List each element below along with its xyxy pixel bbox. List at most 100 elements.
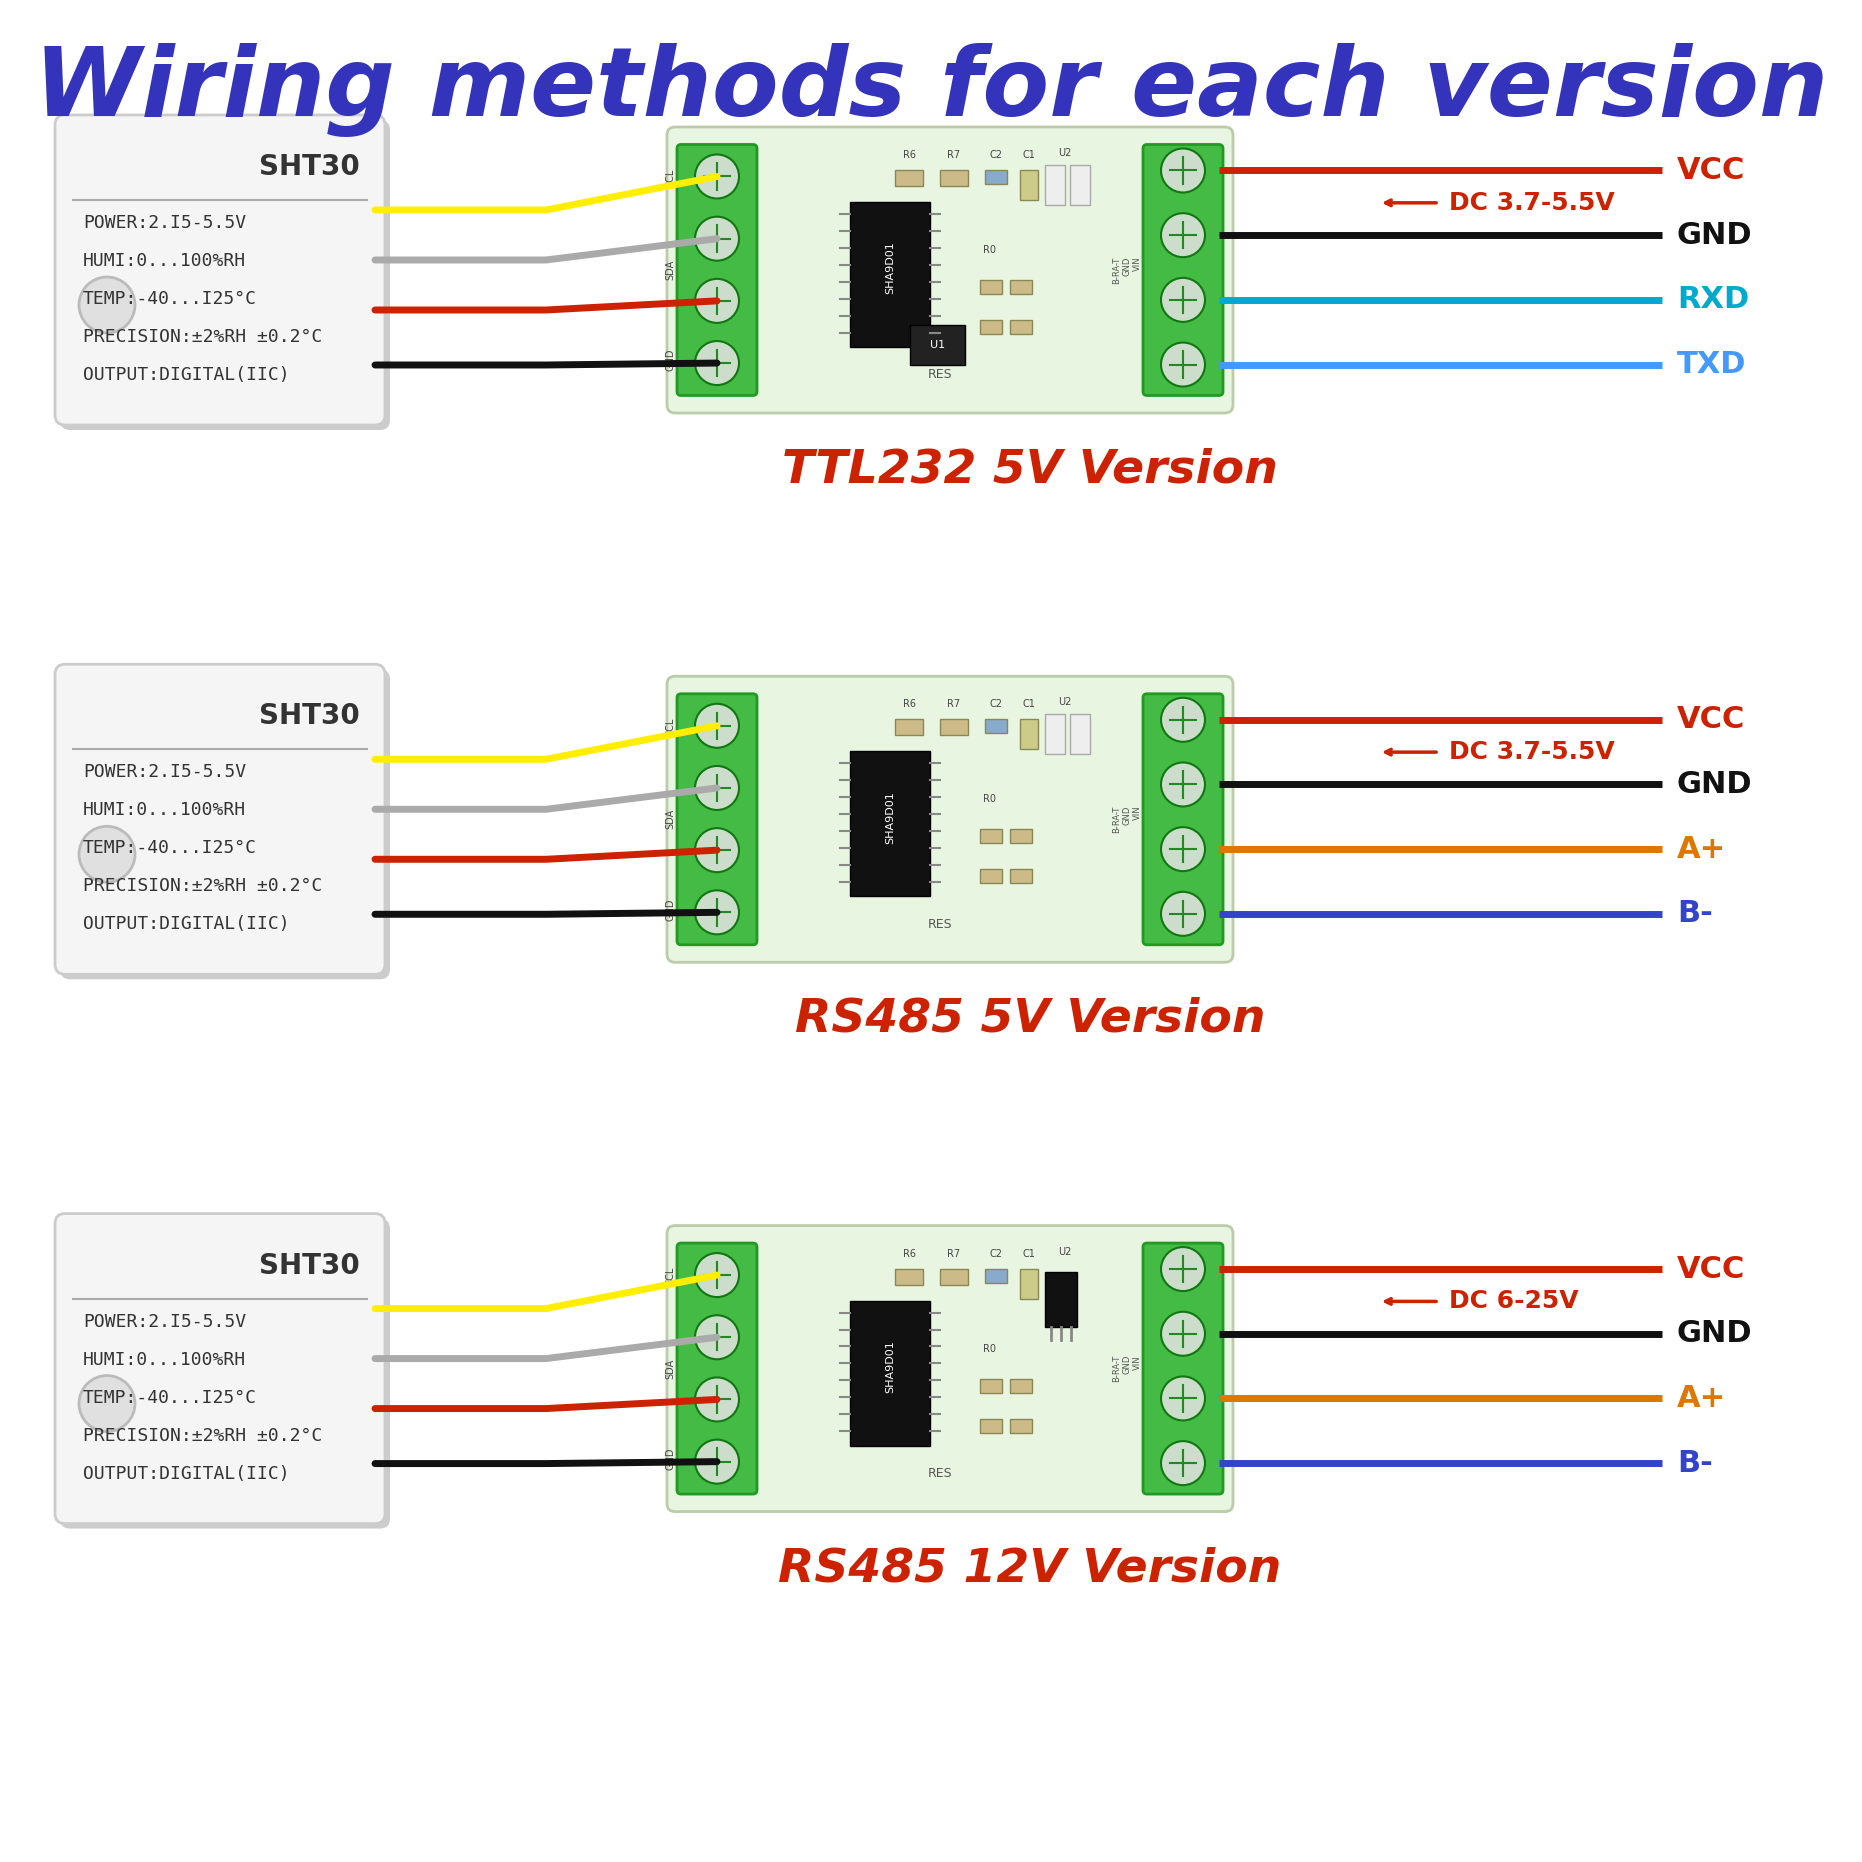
Circle shape <box>1162 149 1205 192</box>
Text: VCC: VCC <box>1678 706 1745 734</box>
Text: R0: R0 <box>983 246 996 255</box>
Circle shape <box>1162 827 1205 871</box>
Text: SHT30: SHT30 <box>259 1251 359 1279</box>
Circle shape <box>1162 1441 1205 1486</box>
Text: RS485 12V Version: RS485 12V Version <box>778 1545 1281 1590</box>
Text: TEMP:-40...I25°C: TEMP:-40...I25°C <box>84 840 257 857</box>
Bar <box>1009 279 1032 294</box>
Text: C1: C1 <box>1022 151 1035 160</box>
Text: PRECISION:±2%RH ±0.2°C: PRECISION:±2%RH ±0.2°C <box>84 877 322 896</box>
Text: R6: R6 <box>903 151 916 160</box>
Circle shape <box>695 765 739 810</box>
Text: GND: GND <box>1678 1320 1752 1348</box>
Circle shape <box>695 1378 739 1421</box>
FancyBboxPatch shape <box>678 1244 758 1493</box>
Circle shape <box>1162 1376 1205 1421</box>
Bar <box>985 1268 1007 1283</box>
Circle shape <box>1162 698 1205 741</box>
Text: HUMI:0...100%RH: HUMI:0...100%RH <box>84 1350 246 1369</box>
Text: OUTPUT:DIGITAL(IIC): OUTPUT:DIGITAL(IIC) <box>84 916 290 933</box>
Circle shape <box>78 277 136 333</box>
Text: POWER:2.I5-5.5V: POWER:2.I5-5.5V <box>84 1313 246 1331</box>
FancyBboxPatch shape <box>1143 145 1223 395</box>
Text: C1: C1 <box>1022 700 1035 709</box>
FancyBboxPatch shape <box>667 127 1233 413</box>
Text: DC 3.7-5.5V: DC 3.7-5.5V <box>1449 739 1614 763</box>
Bar <box>1009 829 1032 843</box>
Text: GND: GND <box>665 1447 676 1471</box>
Circle shape <box>1162 277 1205 322</box>
Bar <box>979 870 1002 883</box>
Text: RES: RES <box>927 1467 951 1480</box>
Text: C2: C2 <box>989 151 1002 160</box>
Circle shape <box>695 1439 739 1484</box>
Text: R0: R0 <box>983 795 996 804</box>
FancyBboxPatch shape <box>56 115 385 425</box>
Bar <box>985 169 1007 184</box>
Bar <box>849 750 929 896</box>
Bar <box>911 326 965 365</box>
Bar <box>979 320 1002 333</box>
Text: DC 6-25V: DC 6-25V <box>1449 1289 1579 1313</box>
Bar <box>979 829 1002 843</box>
Text: B-RA-T
GND
VIN: B-RA-T GND VIN <box>1112 257 1141 283</box>
Text: U2: U2 <box>1058 1246 1073 1257</box>
Text: GND: GND <box>665 897 676 922</box>
Circle shape <box>695 1253 739 1298</box>
FancyBboxPatch shape <box>678 145 758 395</box>
Text: RXD: RXD <box>1678 285 1748 315</box>
Circle shape <box>695 890 739 935</box>
Circle shape <box>1162 212 1205 257</box>
Bar <box>849 1300 929 1445</box>
Bar <box>985 719 1007 734</box>
Text: HUMI:0...100%RH: HUMI:0...100%RH <box>84 251 246 270</box>
Bar <box>849 201 929 346</box>
Circle shape <box>695 341 739 385</box>
Text: SHT30: SHT30 <box>259 702 359 730</box>
Text: TEMP:-40...I25°C: TEMP:-40...I25°C <box>84 290 257 307</box>
Bar <box>1020 1268 1037 1298</box>
Bar <box>1045 166 1065 205</box>
Bar <box>979 1419 1002 1432</box>
Text: GND: GND <box>665 348 676 372</box>
Text: VCC: VCC <box>1678 1255 1745 1283</box>
Circle shape <box>1162 762 1205 806</box>
Text: POWER:2.I5-5.5V: POWER:2.I5-5.5V <box>84 214 246 233</box>
Text: U2: U2 <box>1058 147 1073 158</box>
Bar <box>896 1268 924 1285</box>
FancyBboxPatch shape <box>56 1214 385 1523</box>
Text: SHA9D01: SHA9D01 <box>884 242 896 294</box>
Text: R7: R7 <box>948 700 961 709</box>
Bar <box>979 1378 1002 1393</box>
Bar <box>1009 1419 1032 1432</box>
FancyBboxPatch shape <box>667 676 1233 963</box>
Text: PRECISION:±2%RH ±0.2°C: PRECISION:±2%RH ±0.2°C <box>84 1426 322 1445</box>
Text: TEMP:-40...I25°C: TEMP:-40...I25°C <box>84 1389 257 1406</box>
Text: R6: R6 <box>903 1249 916 1259</box>
Text: PRECISION:±2%RH ±0.2°C: PRECISION:±2%RH ±0.2°C <box>84 328 322 346</box>
Bar <box>1045 715 1065 754</box>
Bar <box>940 1268 968 1285</box>
Text: A+: A+ <box>1678 1383 1726 1413</box>
Text: B-RA-T
GND
VIN: B-RA-T GND VIN <box>1112 806 1141 832</box>
Text: HUMI:0...100%RH: HUMI:0...100%RH <box>84 801 246 819</box>
Bar <box>979 279 1002 294</box>
Text: DC 3.7-5.5V: DC 3.7-5.5V <box>1449 190 1614 214</box>
FancyBboxPatch shape <box>1143 695 1223 944</box>
Text: GND: GND <box>1678 222 1752 250</box>
Text: B-RA-T
GND
VIN: B-RA-T GND VIN <box>1112 1356 1141 1382</box>
Circle shape <box>695 216 739 261</box>
Text: SCL: SCL <box>665 168 676 186</box>
Circle shape <box>1162 1248 1205 1290</box>
Bar <box>1045 1272 1076 1326</box>
Text: R7: R7 <box>948 1249 961 1259</box>
Circle shape <box>78 827 136 883</box>
FancyBboxPatch shape <box>667 1225 1233 1512</box>
FancyBboxPatch shape <box>678 695 758 944</box>
Text: TTL232 5V Version: TTL232 5V Version <box>782 447 1277 492</box>
Text: SHA9D01: SHA9D01 <box>884 1341 896 1393</box>
Text: C2: C2 <box>989 1249 1002 1259</box>
Circle shape <box>695 829 739 871</box>
Text: Wiring methods for each version: Wiring methods for each version <box>34 43 1828 138</box>
Text: OUTPUT:DIGITAL(IIC): OUTPUT:DIGITAL(IIC) <box>84 367 290 384</box>
